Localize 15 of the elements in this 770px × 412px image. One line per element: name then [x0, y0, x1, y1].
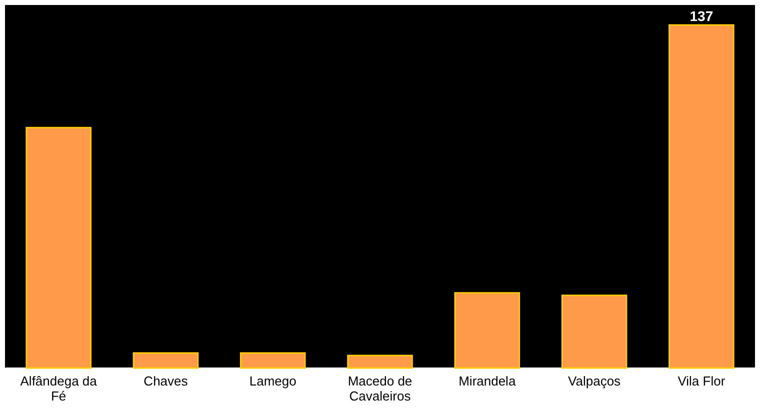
bar: [454, 292, 520, 369]
x-tick-label: Lamego: [249, 374, 296, 388]
x-tick-label: Valpaços: [568, 374, 622, 388]
bar: [240, 352, 306, 369]
x-tick-label: Mirandela: [458, 374, 516, 388]
data-label: 137: [690, 8, 714, 24]
bar: [561, 294, 628, 369]
bar: [26, 126, 92, 369]
x-tick-label: Chaves: [144, 374, 188, 388]
bar: [668, 24, 734, 369]
x-tick-label: Vila Flor: [678, 374, 726, 388]
bar: [132, 352, 199, 369]
bar: [347, 354, 413, 369]
x-tick-label: Macedo de Cavaleiros: [348, 374, 412, 404]
x-tick-label: Alfândega da Fé: [20, 374, 98, 404]
